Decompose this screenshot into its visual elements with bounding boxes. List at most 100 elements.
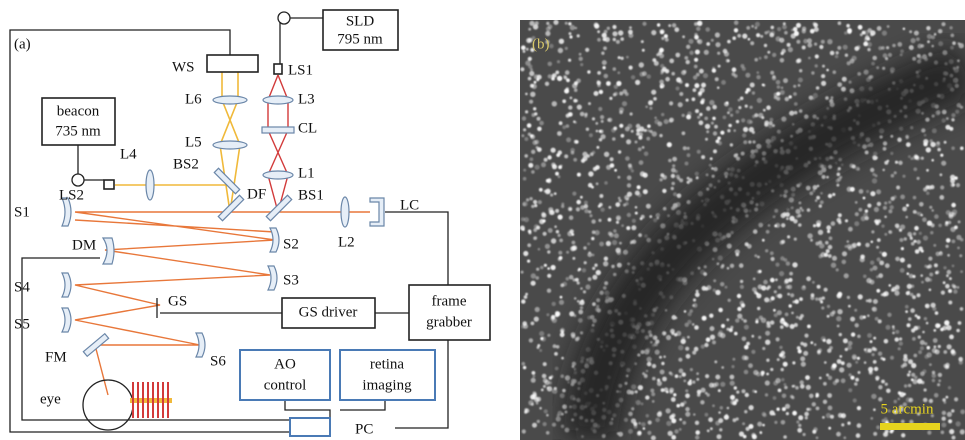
cone-dot	[574, 297, 577, 300]
cone-dot	[730, 395, 735, 400]
cone-dot	[577, 173, 581, 177]
cone-dot	[526, 198, 529, 201]
cone-dot	[917, 293, 921, 297]
cone-dot	[712, 258, 715, 261]
cone-dot	[745, 105, 748, 108]
cone-dot	[580, 331, 583, 334]
cone-dot	[780, 58, 785, 63]
cone-dot	[784, 258, 788, 262]
cone-dot	[923, 235, 928, 240]
cone-dot	[808, 408, 811, 411]
cone-dot	[888, 201, 891, 204]
cone-dot	[911, 242, 915, 246]
cone-dot	[676, 175, 680, 179]
cone-dot	[878, 273, 883, 278]
cone-dot	[821, 40, 825, 44]
cone-dot	[610, 163, 615, 168]
lens	[213, 141, 247, 149]
cone-dot	[766, 359, 769, 362]
cone-dot	[872, 178, 877, 183]
cone-dot	[749, 424, 754, 429]
cone-dot	[929, 273, 933, 277]
cone-dot	[878, 319, 882, 323]
cone-dot	[551, 238, 556, 243]
lens	[341, 197, 349, 227]
cone-dot	[828, 254, 832, 258]
cone-dot	[638, 233, 642, 237]
cone-dot	[762, 84, 765, 87]
cone-dot	[727, 129, 730, 132]
cone-dot	[798, 424, 801, 427]
cone-dot	[949, 335, 954, 340]
cone-dot	[921, 157, 924, 160]
cone-dot	[791, 33, 796, 38]
cone-dot	[745, 393, 749, 397]
cone-dot	[800, 356, 805, 361]
cone-dot	[668, 24, 671, 27]
cone-dot	[610, 157, 614, 161]
cone-dot	[903, 363, 907, 367]
cone-dot	[765, 340, 770, 345]
cone-dot	[764, 121, 769, 126]
cone-dot	[612, 137, 616, 141]
cone-dot	[523, 177, 527, 181]
cone-dot	[900, 49, 904, 53]
cone-dot	[749, 127, 754, 132]
cone-dot	[562, 389, 566, 393]
cone-dot	[608, 218, 612, 222]
cone-dot	[837, 82, 842, 87]
cone-dot	[772, 76, 776, 80]
cone-dot	[596, 270, 601, 275]
cone-dot	[781, 52, 784, 55]
cone-dot	[604, 281, 608, 285]
cone-dot	[679, 369, 684, 374]
cone-dot	[527, 243, 531, 247]
cone-dot	[835, 55, 839, 59]
cone-dot	[764, 297, 769, 302]
cone-dot	[842, 77, 847, 82]
cone-dot	[644, 374, 648, 378]
cone-dot	[578, 268, 581, 271]
cone-dot	[830, 51, 835, 56]
cone-dot	[874, 367, 878, 371]
cone-dot	[586, 154, 590, 158]
cone-dot	[552, 302, 556, 306]
cone-dot	[607, 27, 610, 30]
cone-dot	[827, 315, 830, 318]
cone-dot	[598, 107, 602, 111]
cone-dot	[596, 308, 599, 311]
cone-dot	[732, 72, 736, 76]
figure: SLD 795 nm beacon 735 nm GS driver frame…	[0, 0, 965, 440]
cone-dot	[742, 67, 746, 71]
cone-dot	[770, 320, 774, 324]
cone-dot	[676, 87, 680, 91]
cone-dot	[667, 214, 670, 217]
cone-dot	[787, 293, 790, 296]
cone-dot	[717, 52, 720, 55]
cone-dot	[616, 81, 621, 86]
cone-dot	[628, 165, 632, 169]
cone-dot	[870, 417, 873, 420]
cone-dot	[831, 221, 836, 226]
cone-dot	[782, 394, 787, 399]
cone-dot	[841, 163, 844, 166]
cone-dot	[927, 34, 932, 39]
cone-dot	[959, 360, 963, 364]
cone-dot	[960, 147, 964, 151]
cone-dot	[542, 374, 547, 379]
cone-dot	[765, 249, 768, 252]
cone-dot	[802, 29, 806, 33]
cone-dot	[941, 431, 945, 435]
cone-dot	[662, 175, 667, 180]
cone-dot	[648, 100, 653, 105]
cone-dot	[948, 386, 951, 389]
cone-dot	[707, 393, 710, 396]
cone-dot	[949, 429, 954, 434]
cone-dot	[960, 270, 963, 273]
cone-dot	[646, 370, 649, 373]
cone-dot	[549, 44, 554, 49]
cone-dot	[958, 321, 962, 325]
cone-dot	[721, 366, 724, 369]
cone-dot	[579, 57, 583, 61]
cone-dot	[520, 67, 524, 71]
